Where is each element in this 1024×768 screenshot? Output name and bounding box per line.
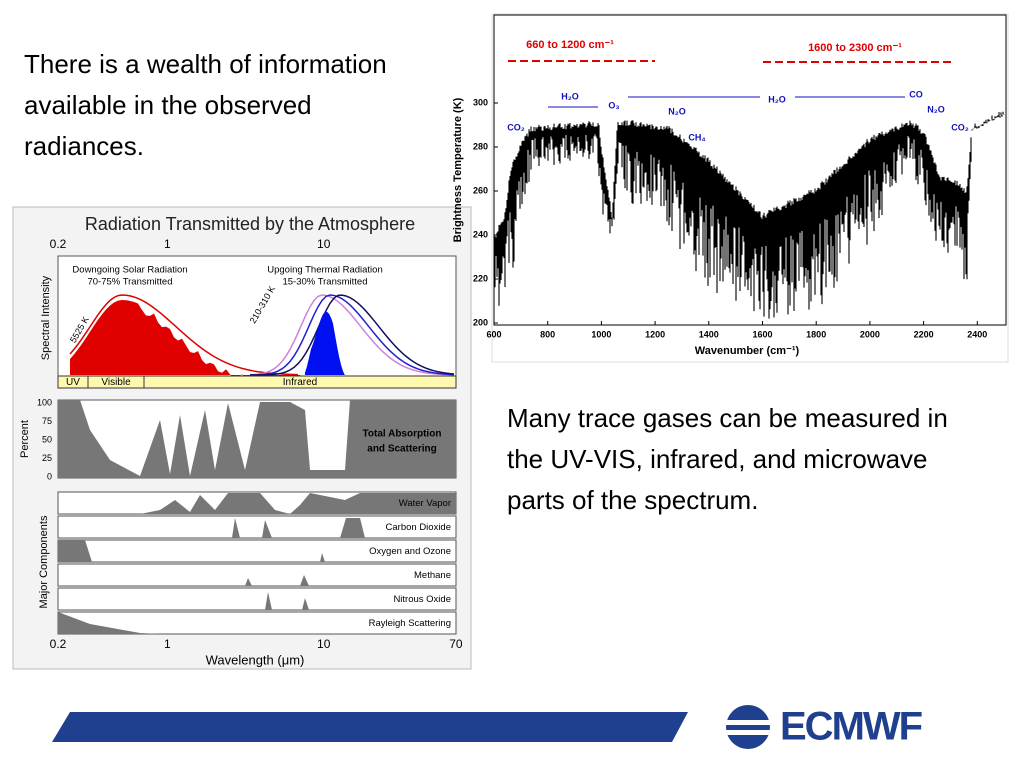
x-tick-label: 1800 [806, 329, 826, 339]
component-label: Oxygen and Ozone [369, 546, 451, 557]
component-label: Methane [414, 570, 451, 581]
gas-label: H₂O [768, 94, 786, 104]
left-text: There is a wealth of information availab… [24, 49, 387, 161]
gas-label: N₂O [668, 106, 686, 116]
right-text: Many trace gases can be measured in the … [507, 403, 948, 515]
thermal-curve [249, 294, 455, 376]
solar-pct: 70-75% Transmitted [87, 277, 172, 288]
y-tick-label: 200 [473, 317, 488, 327]
top-tick-label: 1 [164, 237, 171, 251]
component-fill [265, 592, 309, 610]
x-tick-label: 1200 [645, 329, 665, 339]
x-tick-label: 800 [540, 329, 555, 339]
gas-label: CO₂ [951, 122, 969, 132]
band-label: 1600 to 2300 cm⁻¹ [808, 42, 902, 54]
percent-tick-label: 0 [47, 471, 52, 481]
logo-stripe [726, 730, 782, 735]
component-row [57, 563, 457, 587]
top-tick-label: 0.2 [50, 237, 67, 251]
percent-tick-label: 25 [42, 453, 52, 463]
x-tick-label: 1400 [699, 329, 719, 339]
component-fill [232, 518, 365, 538]
component-fill [245, 575, 309, 586]
solar-curve [69, 294, 299, 376]
axis-label: Major Components [38, 515, 50, 608]
bottom-tick-label: 70 [449, 637, 463, 651]
x-tick-label: 1600 [752, 329, 772, 339]
bottom-tick-label: 1 [164, 637, 171, 651]
absorption-label: and Scattering [367, 444, 436, 455]
gas-label: O₃ [608, 100, 619, 110]
thermal-fill [305, 311, 345, 376]
thermal-curve [249, 294, 455, 376]
bottom-tick-label: 10 [317, 637, 331, 651]
logo-stripe [726, 720, 782, 725]
y-tick-label: 300 [473, 97, 488, 107]
spectrum-plot [493, 14, 1007, 326]
y-tick-label: 240 [473, 229, 488, 239]
gas-label: N₂O [927, 104, 945, 114]
x-axis-label: Wavelength (μm) [206, 652, 305, 667]
solar-label: Downgoing Solar Radiation [72, 265, 187, 276]
gas-label: H₂O [561, 91, 579, 101]
component-fill [58, 493, 456, 514]
band-cell [143, 375, 457, 389]
x-axis-label: Wavenumber (cm⁻¹) [695, 345, 800, 357]
figure-title: Radiation Transmitted by the Atmosphere [85, 214, 415, 234]
gas-label: CO₂ [507, 122, 525, 132]
x-tick-label: 2200 [914, 329, 934, 339]
x-tick-label: 2000 [860, 329, 880, 339]
band-label: Visible [101, 377, 131, 388]
y-tick-label: 220 [473, 273, 488, 283]
component-label: Nitrous Oxide [393, 594, 451, 605]
spectrum-curve [494, 111, 1005, 319]
thermal-pct: 15-30% Transmitted [282, 277, 367, 288]
percent-tick-label: 75 [42, 416, 52, 426]
component-fill [58, 540, 325, 562]
component-label: Water Vapor [399, 498, 451, 509]
thermal-curve [249, 294, 455, 376]
component-fill [58, 612, 160, 634]
axis-label: Spectral Intensity [40, 275, 52, 360]
gas-label: CO [909, 89, 923, 99]
absorption-fill [58, 400, 456, 478]
solar-fill [70, 300, 300, 388]
percent-tick-label: 100 [37, 397, 52, 407]
logo-text: ECMWF [780, 705, 922, 749]
component-label: Rayleigh Scattering [369, 618, 451, 629]
component-label: Carbon Dioxide [386, 522, 451, 533]
x-tick-label: 600 [486, 329, 501, 339]
top-tick-label: 10 [317, 237, 331, 251]
thermal-label: Upgoing Thermal Radiation [267, 265, 382, 276]
band-label: UV [66, 377, 80, 388]
logo-symbol [726, 705, 782, 749]
logo-circle [726, 705, 770, 749]
bottom-tick-label: 0.2 [50, 637, 67, 651]
component-row [57, 587, 457, 611]
spectrum-frame [491, 13, 1009, 363]
x-tick-label: 1000 [591, 329, 611, 339]
band-label: Infrared [283, 377, 317, 388]
absorption-label: Total Absorption [363, 429, 442, 440]
band-label: 660 to 1200 cm⁻¹ [526, 39, 614, 51]
y-tick-label: 260 [473, 185, 488, 195]
percent-tick-label: 50 [42, 434, 52, 444]
footer-band [52, 712, 688, 742]
gas-label: CH₄ [688, 132, 705, 142]
x-tick-label: 2400 [967, 329, 987, 339]
axis-label: Percent [19, 420, 31, 458]
y-axis-label: Brightness Temperature (K) [452, 97, 464, 242]
y-tick-label: 280 [473, 141, 488, 151]
